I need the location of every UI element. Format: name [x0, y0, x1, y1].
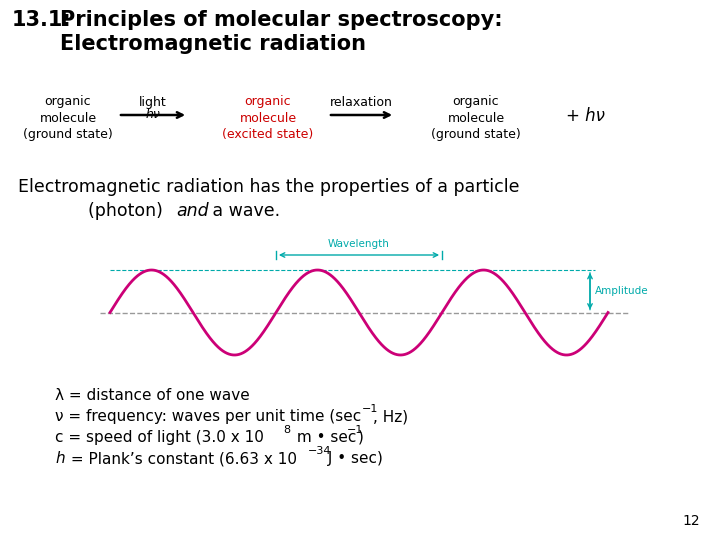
- Text: organic
molecule
(ground state): organic molecule (ground state): [23, 95, 113, 141]
- Text: −34: −34: [308, 446, 331, 456]
- Text: 12: 12: [683, 514, 700, 528]
- Text: organic
molecule
(excited state): organic molecule (excited state): [222, 95, 314, 141]
- Text: Principles of molecular spectroscopy:: Principles of molecular spectroscopy:: [60, 10, 503, 30]
- Text: 13.1:: 13.1:: [12, 10, 72, 30]
- Text: = Plank’s constant (6.63 x 10: = Plank’s constant (6.63 x 10: [66, 451, 297, 466]
- Text: + hν: + hν: [566, 107, 605, 125]
- Text: J • sec): J • sec): [323, 451, 383, 466]
- Text: c = speed of light (3.0 x 10: c = speed of light (3.0 x 10: [55, 430, 264, 445]
- Text: m • sec: m • sec: [292, 430, 356, 445]
- Text: −1: −1: [347, 425, 364, 435]
- Text: λ = distance of one wave: λ = distance of one wave: [55, 388, 250, 403]
- Text: light: light: [139, 96, 167, 109]
- Text: relaxation: relaxation: [330, 96, 392, 109]
- Text: a wave.: a wave.: [207, 202, 280, 220]
- Text: Wavelength: Wavelength: [328, 239, 390, 249]
- Text: ν = frequency: waves per unit time (sec: ν = frequency: waves per unit time (sec: [55, 409, 361, 424]
- Text: , Hz): , Hz): [373, 409, 408, 424]
- Text: organic
molecule
(ground state): organic molecule (ground state): [431, 95, 521, 141]
- Text: Electromagnetic radiation: Electromagnetic radiation: [60, 34, 366, 54]
- Text: h: h: [55, 451, 65, 466]
- Text: −1: −1: [362, 404, 379, 414]
- Text: ): ): [358, 430, 364, 445]
- Text: 8: 8: [283, 425, 290, 435]
- Text: Electromagnetic radiation has the properties of a particle: Electromagnetic radiation has the proper…: [18, 178, 520, 196]
- Text: Amplitude: Amplitude: [595, 286, 649, 296]
- Text: hν: hν: [145, 108, 161, 121]
- Text: and: and: [176, 202, 209, 220]
- Text: (photon): (photon): [88, 202, 168, 220]
